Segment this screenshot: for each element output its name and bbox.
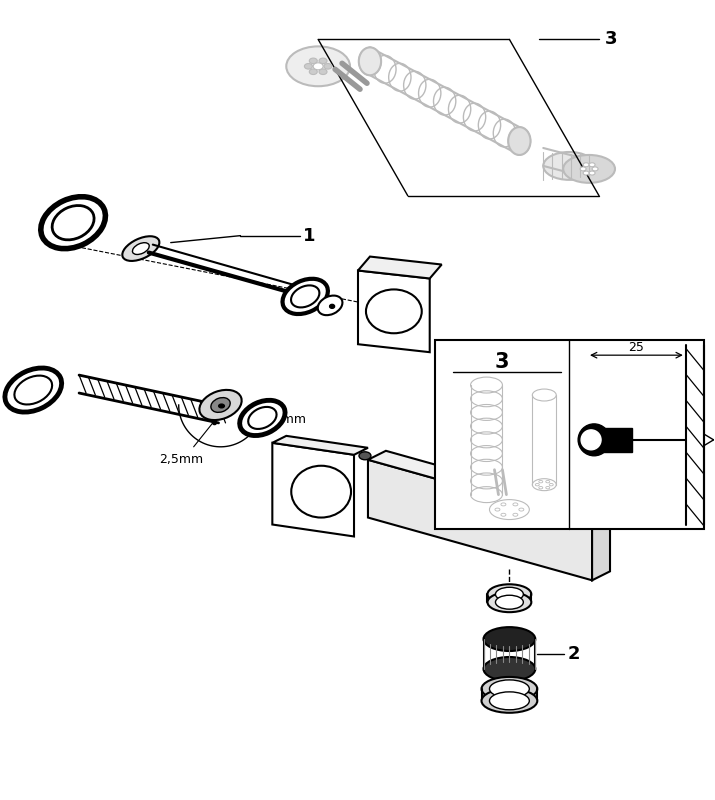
Ellipse shape bbox=[539, 486, 543, 489]
Ellipse shape bbox=[483, 657, 536, 681]
Ellipse shape bbox=[589, 171, 595, 175]
Ellipse shape bbox=[240, 400, 285, 435]
Polygon shape bbox=[594, 428, 632, 452]
Text: 3: 3 bbox=[605, 30, 618, 49]
Ellipse shape bbox=[359, 452, 371, 460]
Ellipse shape bbox=[481, 677, 537, 701]
Ellipse shape bbox=[513, 514, 518, 516]
Ellipse shape bbox=[563, 155, 615, 183]
Ellipse shape bbox=[291, 286, 320, 307]
Ellipse shape bbox=[546, 481, 550, 483]
Ellipse shape bbox=[313, 63, 323, 70]
Ellipse shape bbox=[501, 503, 506, 506]
Ellipse shape bbox=[513, 503, 518, 506]
Ellipse shape bbox=[319, 69, 327, 74]
Text: 3: 3 bbox=[494, 352, 508, 372]
Ellipse shape bbox=[5, 368, 61, 412]
Ellipse shape bbox=[519, 508, 524, 511]
Ellipse shape bbox=[359, 47, 381, 75]
Ellipse shape bbox=[543, 152, 595, 180]
Ellipse shape bbox=[319, 58, 327, 64]
Ellipse shape bbox=[366, 290, 422, 334]
Ellipse shape bbox=[219, 404, 225, 408]
Bar bbox=[435, 340, 704, 530]
Ellipse shape bbox=[481, 689, 537, 713]
Ellipse shape bbox=[592, 167, 598, 171]
Ellipse shape bbox=[291, 466, 351, 518]
Ellipse shape bbox=[248, 407, 277, 429]
Ellipse shape bbox=[330, 304, 335, 308]
Ellipse shape bbox=[580, 167, 586, 171]
Ellipse shape bbox=[122, 236, 159, 261]
Ellipse shape bbox=[583, 162, 589, 166]
Ellipse shape bbox=[589, 162, 595, 166]
Ellipse shape bbox=[539, 481, 543, 483]
Ellipse shape bbox=[549, 483, 553, 486]
Ellipse shape bbox=[324, 63, 332, 69]
Ellipse shape bbox=[536, 483, 539, 486]
Ellipse shape bbox=[578, 424, 610, 456]
Ellipse shape bbox=[490, 692, 529, 710]
Polygon shape bbox=[592, 514, 610, 580]
Ellipse shape bbox=[488, 592, 531, 612]
Ellipse shape bbox=[495, 587, 523, 602]
Ellipse shape bbox=[199, 390, 242, 420]
Ellipse shape bbox=[305, 63, 312, 69]
Polygon shape bbox=[358, 257, 442, 278]
Ellipse shape bbox=[495, 508, 500, 511]
Text: 12mm: 12mm bbox=[267, 413, 306, 426]
Text: 2,5mm: 2,5mm bbox=[159, 454, 203, 466]
Ellipse shape bbox=[495, 595, 523, 609]
Ellipse shape bbox=[546, 486, 550, 489]
Ellipse shape bbox=[132, 242, 149, 254]
Ellipse shape bbox=[310, 69, 317, 74]
Polygon shape bbox=[272, 443, 354, 537]
Ellipse shape bbox=[211, 398, 230, 412]
Ellipse shape bbox=[317, 295, 342, 315]
Ellipse shape bbox=[581, 430, 601, 450]
Ellipse shape bbox=[490, 680, 529, 698]
Ellipse shape bbox=[282, 278, 328, 314]
Ellipse shape bbox=[286, 46, 350, 86]
Ellipse shape bbox=[41, 197, 105, 249]
Ellipse shape bbox=[310, 58, 317, 64]
Ellipse shape bbox=[483, 627, 536, 651]
Polygon shape bbox=[358, 270, 430, 352]
Ellipse shape bbox=[14, 375, 52, 405]
Text: 2: 2 bbox=[567, 645, 580, 663]
Ellipse shape bbox=[583, 171, 589, 175]
Polygon shape bbox=[368, 460, 592, 580]
Ellipse shape bbox=[52, 206, 94, 240]
Polygon shape bbox=[368, 451, 610, 522]
Ellipse shape bbox=[508, 127, 531, 155]
Text: 1: 1 bbox=[303, 226, 316, 245]
Ellipse shape bbox=[501, 514, 506, 516]
Polygon shape bbox=[272, 436, 368, 454]
Text: 25: 25 bbox=[628, 341, 644, 354]
Ellipse shape bbox=[488, 584, 531, 604]
